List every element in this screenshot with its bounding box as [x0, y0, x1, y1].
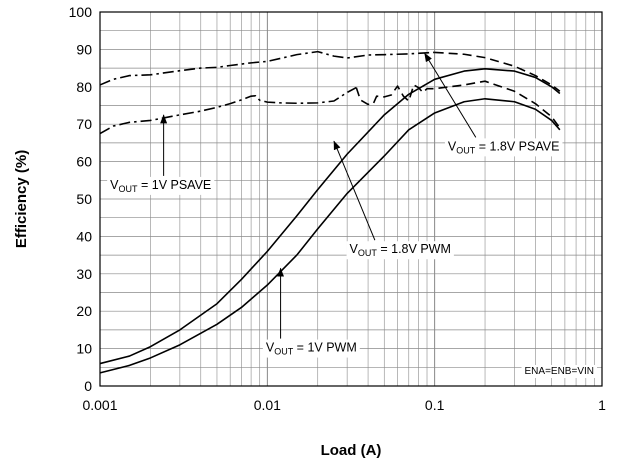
y-tick-label: 20 [76, 303, 92, 319]
series-line [99, 97, 561, 374]
x-tick-label: 0.1 [425, 397, 445, 413]
annotation: VOUT = 1.8V PSAVE [424, 52, 563, 157]
annotation-background [444, 138, 563, 157]
x-tick-label: 0.01 [254, 397, 281, 413]
y-tick-label: 0 [84, 378, 92, 394]
series-line [99, 68, 561, 365]
y-tick-label: 100 [69, 4, 93, 20]
x-tick-label: 1 [598, 397, 606, 413]
y-tick-label: 60 [76, 154, 92, 170]
series-line [434, 51, 561, 92]
y-tick-label: 70 [76, 116, 92, 132]
y-tick-label: 40 [76, 228, 92, 244]
y-tick-label: 90 [76, 41, 92, 57]
annotation-label: VOUT = 1V PWM [266, 341, 357, 357]
y-axis-title: Efficiency (%) [13, 150, 30, 248]
series-layer [99, 50, 561, 374]
annotation: VOUT = 1V PWM [262, 267, 360, 358]
note-box [521, 365, 597, 378]
x-tick-label: 0.001 [82, 397, 117, 413]
x-axis-title: Load (A) [321, 442, 382, 459]
annotation-layer: VOUT = 1.8V PSAVE VOUT = 1V PSAVE VOUT = 1… [107, 52, 563, 358]
y-tick-label: 30 [76, 266, 92, 282]
annotation-background [262, 339, 360, 358]
y-tick-label: 50 [76, 191, 92, 207]
annotation-arrow [424, 52, 477, 138]
annotation-label: VOUT = 1.8V PSAVE [448, 139, 560, 155]
annotation: VOUT = 1V PSAVE [107, 114, 215, 195]
grid [99, 11, 603, 387]
y-tick-label: 80 [76, 79, 92, 95]
condition-note: ENA=ENB=VIN [525, 366, 594, 377]
annotation-background [107, 176, 215, 195]
series-line [99, 50, 435, 86]
series-line [355, 80, 561, 129]
plot-frame [99, 11, 603, 387]
annotation-arrow [333, 140, 376, 241]
y-tick-label: 10 [76, 341, 92, 357]
annotation-label: VOUT = 1V PSAVE [110, 178, 211, 194]
series-line [99, 86, 357, 135]
annotation: VOUT = 1.8V PWM [333, 140, 454, 260]
annotation-label: VOUT = 1.8V PWM [350, 242, 451, 258]
annotation-background [346, 241, 454, 260]
